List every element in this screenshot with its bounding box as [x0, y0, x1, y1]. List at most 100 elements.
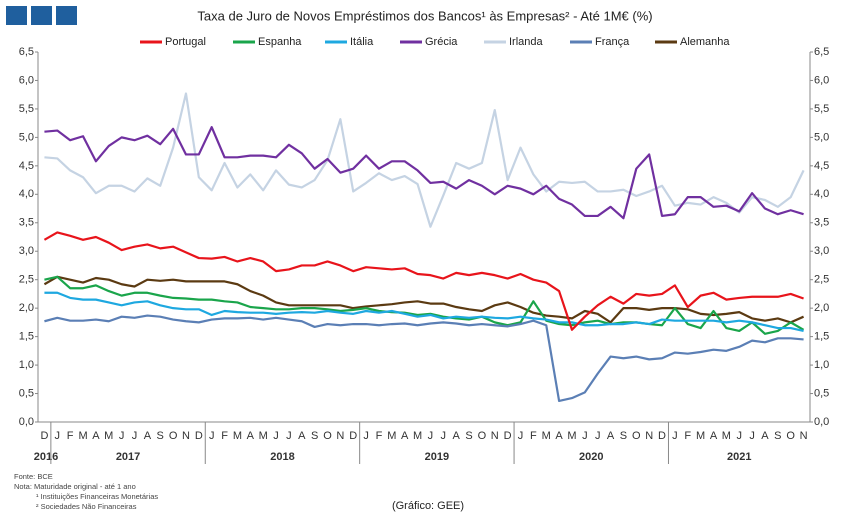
chart-title: Taxa de Juro de Novos Empréstimos dos Ba… — [197, 8, 652, 23]
y2-tick-label: 5,5 — [814, 103, 829, 115]
x-tick-label: M — [722, 430, 731, 442]
x-tick-label: O — [786, 430, 795, 442]
x-tick-label: N — [645, 430, 653, 442]
legend-label: Itália — [350, 36, 374, 48]
x-tick-label: F — [530, 430, 537, 442]
credit: (Gráfico: GEE) — [392, 500, 464, 512]
x-tick-label: S — [157, 430, 164, 442]
y-tick-label: 4,0 — [19, 188, 34, 200]
x-tick-label: A — [92, 430, 100, 442]
y2-tick-label: 2,5 — [814, 274, 829, 286]
y2-tick-label: 0,5 — [814, 387, 829, 399]
x-tick-label: M — [233, 430, 242, 442]
footnote: ² Sociedades Não Financeiras — [36, 502, 137, 511]
x-tick-label: J — [132, 430, 138, 442]
x-tick-label: J — [672, 430, 678, 442]
year-label: 2020 — [579, 451, 603, 463]
x-tick-label: J — [286, 430, 292, 442]
x-tick-label: N — [491, 430, 499, 442]
series-line — [44, 92, 805, 228]
y-tick-label: 6,5 — [19, 46, 34, 58]
legend-label: Espanha — [258, 36, 302, 48]
y2-tick-label: 6,0 — [814, 74, 829, 86]
y-tick-label: 1,5 — [19, 331, 34, 343]
logo-block — [56, 6, 77, 25]
legend-label: Portugal — [165, 36, 206, 48]
x-tick-label: O — [478, 430, 487, 442]
footnote: Nota: Maturidade original - até 1 ano — [14, 482, 136, 491]
year-label: 2021 — [727, 451, 751, 463]
x-tick-label: J — [736, 430, 742, 442]
series-line — [43, 231, 804, 331]
legend-label: Irlanda — [509, 36, 544, 48]
x-tick-label: F — [376, 430, 383, 442]
x-tick-label: A — [555, 430, 563, 442]
y-tick-label: 1,0 — [19, 359, 34, 371]
y-tick-label: 2,5 — [19, 274, 34, 286]
x-tick-label: N — [182, 430, 190, 442]
year-label: 2018 — [270, 451, 294, 463]
y2-tick-label: 4,0 — [814, 188, 829, 200]
legend-label: Alemanha — [680, 36, 730, 48]
x-tick-label: M — [78, 430, 87, 442]
x-tick-label: M — [259, 430, 268, 442]
y-tick-label: 3,0 — [19, 245, 34, 257]
y-tick-label: 6,0 — [19, 74, 34, 86]
x-tick-label: O — [632, 430, 641, 442]
x-tick-label: A — [401, 430, 409, 442]
x-tick-label: J — [55, 430, 61, 442]
series-line — [44, 126, 804, 220]
y2-tick-label: 2,0 — [814, 302, 829, 314]
x-tick-label: J — [518, 430, 524, 442]
x-tick-label: F — [67, 430, 74, 442]
footnote: ¹ Instituições Financeiras Monetárias — [36, 492, 158, 501]
y2-tick-label: 0,0 — [814, 416, 829, 428]
y2-tick-label: 3,0 — [814, 245, 829, 257]
x-tick-label: M — [387, 430, 396, 442]
x-tick-label: A — [144, 430, 152, 442]
x-tick-label: J — [273, 430, 279, 442]
logo-block — [31, 6, 52, 25]
x-tick-label: N — [336, 430, 344, 442]
x-tick-label: J — [749, 430, 755, 442]
legend-label: França — [595, 36, 630, 48]
x-tick-label: A — [761, 430, 769, 442]
legend-label: Grécia — [425, 36, 458, 48]
logo-block — [6, 6, 27, 25]
x-tick-label: M — [567, 430, 576, 442]
x-tick-label: J — [582, 430, 588, 442]
y-tick-label: 3,5 — [19, 217, 34, 229]
y-tick-label: 5,5 — [19, 103, 34, 115]
x-tick-label: A — [607, 430, 615, 442]
y2-tick-label: 1,0 — [814, 359, 829, 371]
x-tick-label: J — [119, 430, 125, 442]
y-tick-label: 0,0 — [19, 416, 34, 428]
x-tick-label: M — [542, 430, 551, 442]
y2-tick-label: 4,5 — [814, 160, 829, 172]
series-line — [43, 275, 805, 324]
y-tick-label: 2,0 — [19, 302, 34, 314]
series-line — [44, 291, 804, 332]
y2-tick-label: 6,5 — [814, 46, 829, 58]
y2-tick-label: 3,5 — [814, 217, 829, 229]
x-tick-label: J — [441, 430, 447, 442]
x-tick-label: F — [221, 430, 228, 442]
x-tick-label: O — [169, 430, 178, 442]
x-tick-label: O — [323, 430, 332, 442]
x-tick-label: S — [465, 430, 472, 442]
y-tick-label: 0,5 — [19, 387, 34, 399]
x-tick-label: A — [298, 430, 306, 442]
x-tick-label: N — [800, 430, 808, 442]
x-tick-label: J — [428, 430, 434, 442]
x-tick-label: D — [40, 430, 48, 442]
series-line — [44, 314, 804, 403]
series-line — [44, 275, 805, 335]
x-tick-label: F — [684, 430, 691, 442]
x-tick-label: D — [504, 430, 512, 442]
y-tick-label: 4,5 — [19, 160, 34, 172]
x-tick-label: S — [620, 430, 627, 442]
x-tick-label: J — [209, 430, 215, 442]
y-tick-label: 5,0 — [19, 131, 34, 143]
x-tick-label: M — [413, 430, 422, 442]
